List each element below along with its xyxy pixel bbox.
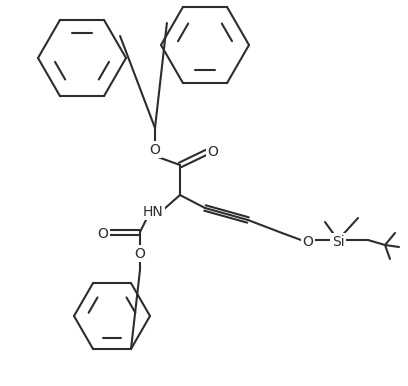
Text: Si: Si	[332, 235, 344, 249]
Text: O: O	[135, 247, 145, 261]
Text: O: O	[150, 142, 160, 156]
Text: HN: HN	[143, 205, 163, 218]
Text: O: O	[303, 235, 313, 249]
Text: O: O	[208, 144, 218, 159]
Text: O: O	[98, 227, 109, 240]
